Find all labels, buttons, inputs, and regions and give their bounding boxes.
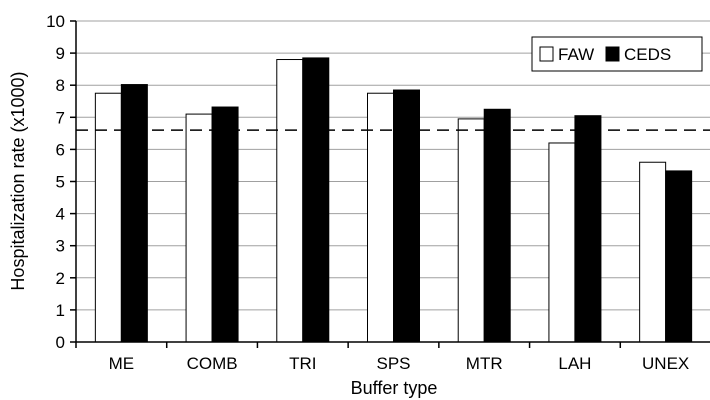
legend-swatch-ceds bbox=[605, 46, 620, 62]
bars bbox=[94, 57, 693, 343]
legend: FAW CEDS bbox=[531, 36, 703, 72]
y-axis-title: Hospitalization rate (x1000) bbox=[8, 71, 28, 290]
legend-label-faw: FAW bbox=[558, 45, 594, 64]
legend-swatch-faw bbox=[539, 46, 554, 62]
y-tick-label-6: 6 bbox=[56, 140, 65, 159]
x-tick-label-me: ME bbox=[109, 354, 135, 373]
axes bbox=[70, 20, 710, 348]
bar-ceds-sps bbox=[393, 89, 420, 343]
legend-label-ceds: CEDS bbox=[624, 45, 671, 64]
y-tick-label-10: 10 bbox=[46, 12, 65, 31]
x-tick-label-unex: UNEX bbox=[642, 354, 689, 373]
y-tick-label-3: 3 bbox=[56, 237, 65, 256]
y-tick-label-1: 1 bbox=[56, 301, 65, 320]
bar-ceds-mtr bbox=[483, 108, 511, 343]
x-tick-label-lah: LAH bbox=[558, 354, 591, 373]
x-axis-title: Buffer type bbox=[351, 378, 438, 398]
bar-ceds-comb bbox=[211, 106, 239, 343]
y-tick-label-0: 0 bbox=[56, 333, 65, 352]
bar-ceds-unex bbox=[665, 170, 693, 343]
y-tick-label-4: 4 bbox=[56, 205, 65, 224]
bar-faw-unex bbox=[639, 161, 667, 343]
y-tick-label-7: 7 bbox=[56, 108, 65, 127]
x-tick-labels: ME COMB TRI SPS MTR LAH UNEX bbox=[109, 354, 690, 373]
x-tick-label-comb: COMB bbox=[187, 354, 238, 373]
bar-faw-comb bbox=[185, 113, 213, 343]
y-tick-label-2: 2 bbox=[56, 269, 65, 288]
bar-faw-tri bbox=[276, 59, 304, 343]
bar-ceds-lah bbox=[574, 115, 602, 343]
y-tick-label-9: 9 bbox=[56, 44, 65, 63]
bar-faw-sps bbox=[367, 92, 394, 343]
bar-faw-lah bbox=[548, 142, 576, 343]
bar-ceds-tri bbox=[302, 57, 330, 343]
x-tick-label-mtr: MTR bbox=[466, 354, 503, 373]
y-tick-labels: 0 1 2 3 4 5 6 7 8 9 10 bbox=[46, 12, 65, 352]
y-tick-label-8: 8 bbox=[56, 76, 65, 95]
x-tick-label-tri: TRI bbox=[289, 354, 316, 373]
x-tick-label-sps: SPS bbox=[376, 354, 410, 373]
y-tick-label-5: 5 bbox=[56, 173, 65, 192]
bar-faw-mtr bbox=[457, 118, 485, 343]
bar-ceds-me bbox=[120, 84, 148, 343]
